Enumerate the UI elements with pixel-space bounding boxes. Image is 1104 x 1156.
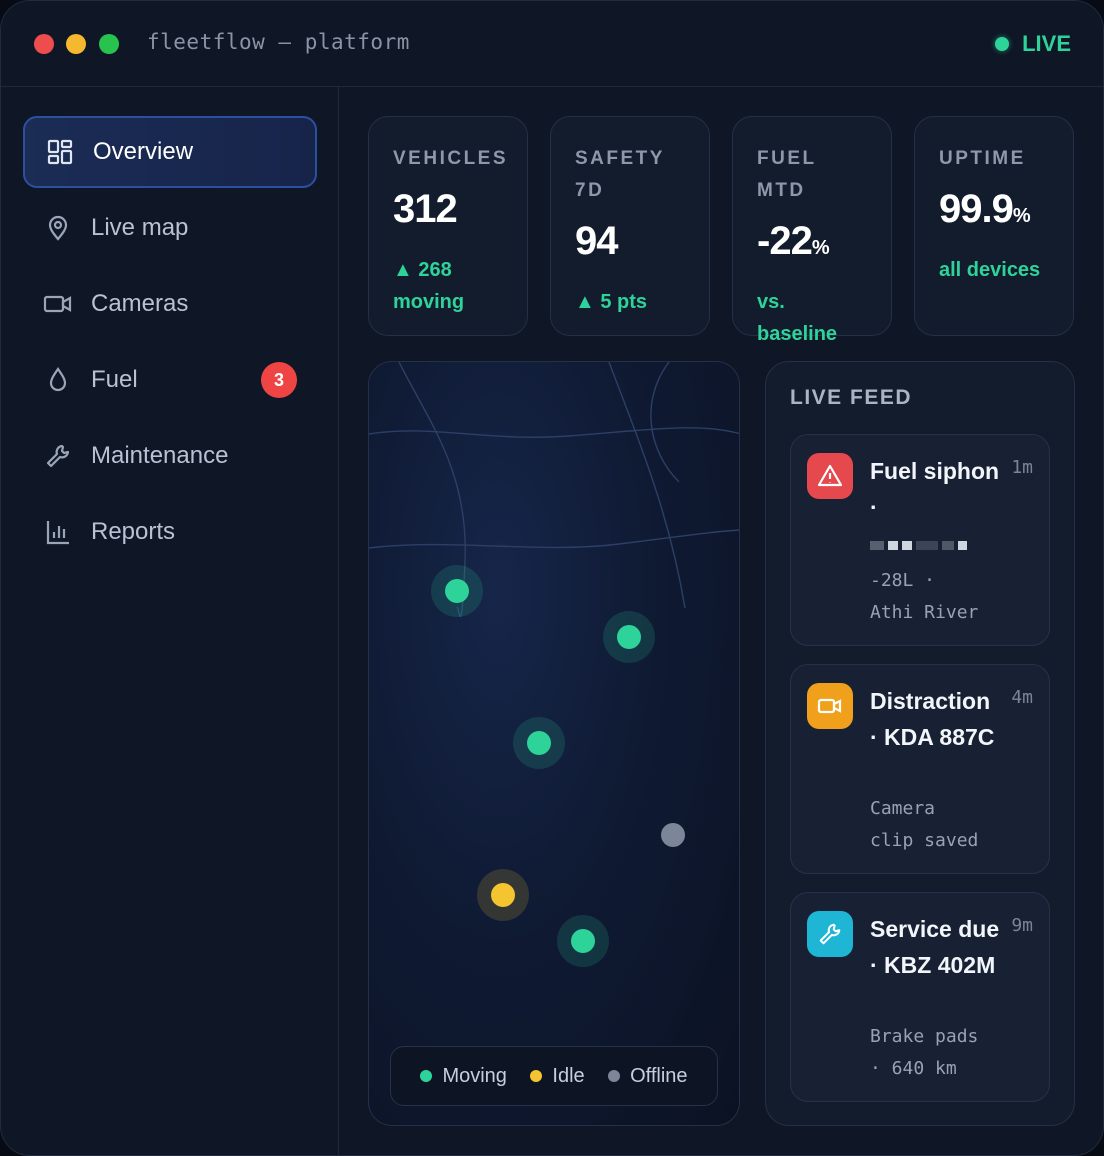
sidebar-item-label: Cameras [91,290,189,317]
kpi-card-vehicles[interactable]: VEHICLES 312 ▲ 268 moving [368,116,528,336]
sidebar-item-label: Overview [93,138,194,165]
kpi-trend: ▲ 268 moving [393,259,465,313]
live-status-label: LIVE [1022,31,1071,56]
redacted-plate [870,529,1040,561]
video-camera-icon [43,289,73,319]
event-detail: · 640 km [870,1058,957,1079]
event-time: 4m [1011,687,1033,708]
kpi-value: 94 [575,219,618,263]
event-detail: Athi River [870,602,979,623]
moving-status-icon [420,1070,433,1082]
close-window-button[interactable] [34,34,54,54]
kpi-trend: all devices [939,259,1041,281]
map-pin-icon [43,213,73,243]
bar-chart-icon [43,517,73,547]
feed-event-distraction[interactable]: Distraction · KDA 887C 4m Camera clip sa… [790,664,1050,874]
kpi-label: VEHICLES [393,148,509,169]
vehicle-marker-moving[interactable] [445,579,469,603]
vehicle-marker-moving[interactable] [571,929,595,953]
event-title: Service due · KBZ 402M [870,916,1000,978]
kpi-label: SAFETY 7D [575,148,665,201]
sidebar-item-fuel[interactable]: Fuel 3 [23,344,317,416]
fuel-alert-badge: 3 [261,362,297,398]
sidebar-item-cameras[interactable]: Cameras [23,268,317,340]
wrench-icon [807,911,853,957]
maximize-window-button[interactable] [99,34,119,54]
map-roads [369,362,739,618]
feed-event-fuel-siphon[interactable]: Fuel siphon · 1m -28L · Athi River [790,434,1050,646]
sidebar: Overview Live map Cameras [1,87,339,1155]
event-detail: clip saved [870,830,979,851]
event-time: 1m [1011,457,1033,478]
feed-event-service-due[interactable]: Service due · KBZ 402M 9m Brake pads · 6… [790,892,1050,1102]
live-feed-title: LIVE FEED [790,386,913,409]
wrench-icon [43,441,73,471]
sidebar-item-live-map[interactable]: Live map [23,192,317,264]
kpi-label: FUEL MTD [757,148,817,201]
sidebar-item-label: Maintenance [91,442,229,469]
vehicle-marker-idle[interactable] [491,883,515,907]
kpi-card-uptime[interactable]: UPTIME 99.9% all devices [914,116,1074,336]
video-camera-icon [807,683,853,729]
event-title: Distraction · KDA 887C [870,688,995,750]
sidebar-item-overview[interactable]: Overview [23,116,317,188]
vehicle-marker-offline[interactable] [661,823,685,847]
idle-status-icon [530,1070,543,1082]
kpi-value: 99.9% [939,187,1031,231]
sidebar-item-reports[interactable]: Reports [23,496,317,568]
legend-item-offline: Offline [608,1064,688,1088]
legend-label: Moving [442,1064,507,1087]
minimize-window-button[interactable] [66,34,86,54]
offline-status-icon [608,1070,621,1082]
kpi-card-safety[interactable]: SAFETY 7D 94 ▲ 5 pts [550,116,710,336]
event-detail: Camera [870,798,936,819]
event-time: 9m [1011,915,1033,936]
legend-item-moving: Moving [420,1064,507,1088]
dashboard-grid-icon [45,137,75,167]
sidebar-item-label: Fuel [91,366,138,393]
kpi-trend: vs. baseline [757,291,838,345]
kpi-label: UPTIME [939,148,1026,169]
legend-label: Idle [552,1064,585,1087]
live-status: LIVE [995,31,1071,57]
sidebar-item-label: Reports [91,518,176,545]
app-title: fleetflow — platform [147,30,410,54]
title-bar: fleetflow — platform LIVE [1,1,1103,87]
live-feed-panel: LIVE FEED Fuel siphon · 1m -28L · Athi R… [765,361,1075,1126]
vehicle-marker-moving[interactable] [617,625,641,649]
kpi-trend: ▲ 5 pts [575,291,648,313]
sidebar-item-label: Live map [91,214,189,241]
kpi-value: 312 [393,187,458,231]
event-detail: Brake pads [870,1026,979,1047]
legend-label: Offline [630,1064,688,1087]
sidebar-item-maintenance[interactable]: Maintenance [23,420,317,492]
map-legend: Moving Idle Offline [390,1046,718,1106]
fleet-map[interactable]: Moving Idle Offline [368,361,740,1126]
fuel-drop-icon [43,365,73,395]
kpi-value: -22% [757,219,830,263]
kpi-card-fuel[interactable]: FUEL MTD -22% vs. baseline [732,116,892,345]
legend-item-idle: Idle [530,1064,585,1088]
event-detail: -28L · [870,570,936,591]
event-title: Fuel siphon · [870,458,1000,520]
live-indicator-icon [995,37,1010,51]
vehicle-marker-moving[interactable] [527,731,551,755]
warning-triangle-icon [807,453,853,499]
